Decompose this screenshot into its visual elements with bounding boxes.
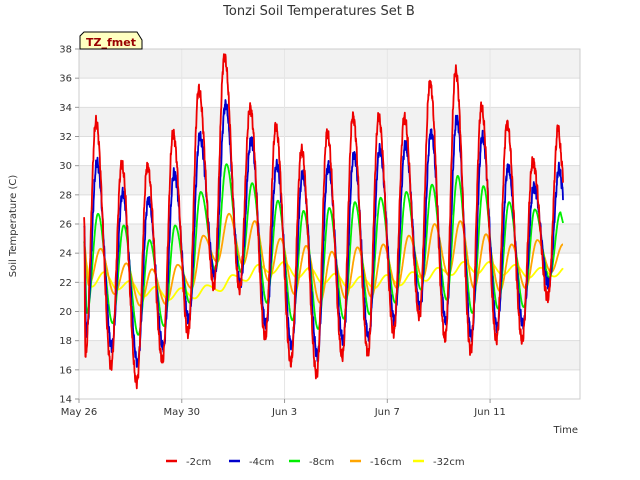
y-tick-label: 18	[59, 336, 72, 347]
y-tick-label: 32	[59, 132, 72, 143]
y-tick-label: 28	[59, 190, 72, 201]
legend-label: -16cm	[370, 457, 402, 468]
x-tick-label: Jun 11	[473, 407, 506, 418]
y-tick-label: 38	[59, 45, 72, 56]
series-layer	[83, 53, 564, 390]
x-tick-label: Jun 3	[271, 407, 297, 418]
background-band	[79, 49, 580, 79]
y-tick-label: 26	[59, 220, 72, 231]
y-axis-ticks: 14 16 18 20 22 24 26 28 30 32 34 36 38	[59, 45, 79, 406]
series-line-minus-16cm	[83, 212, 564, 307]
y-tick-label: 36	[59, 74, 72, 85]
y-tick-label: 16	[59, 365, 72, 376]
legend-label: -4cm	[249, 457, 274, 468]
x-axis-title: Time	[553, 425, 578, 436]
chart-title: Tonzi Soil Temperatures Set B	[222, 4, 415, 19]
y-axis-title: Soil Temperature (C)	[8, 175, 19, 278]
background-band	[79, 340, 580, 370]
legend-label: -2cm	[186, 457, 211, 468]
y-tick-label: 30	[59, 161, 72, 172]
x-tick-label: Jun 7	[374, 407, 400, 418]
series-line-minus-8cm	[83, 163, 564, 336]
x-tick-label: May 30	[163, 407, 200, 418]
series-line-minus-2cm	[83, 53, 564, 390]
site-tag-label: TZ_fmet	[86, 36, 136, 49]
legend: -2cm -4cm -8cm -16cm -32cm	[166, 457, 465, 468]
background-band	[79, 107, 580, 137]
y-tick-label: 20	[59, 307, 72, 318]
y-tick-label: 24	[59, 249, 72, 260]
y-tick-label: 22	[59, 278, 72, 289]
site-tag: TZ_fmet	[79, 31, 143, 50]
legend-label: -32cm	[433, 457, 465, 468]
y-tick-label: 14	[59, 395, 72, 406]
x-axis-ticks: May 26 May 30 Jun 3 Jun 7 Jun 11	[61, 399, 506, 418]
x-tick-label: May 26	[61, 407, 98, 418]
y-tick-label: 34	[59, 103, 72, 114]
legend-label: -8cm	[309, 457, 334, 468]
background-band	[79, 224, 580, 254]
